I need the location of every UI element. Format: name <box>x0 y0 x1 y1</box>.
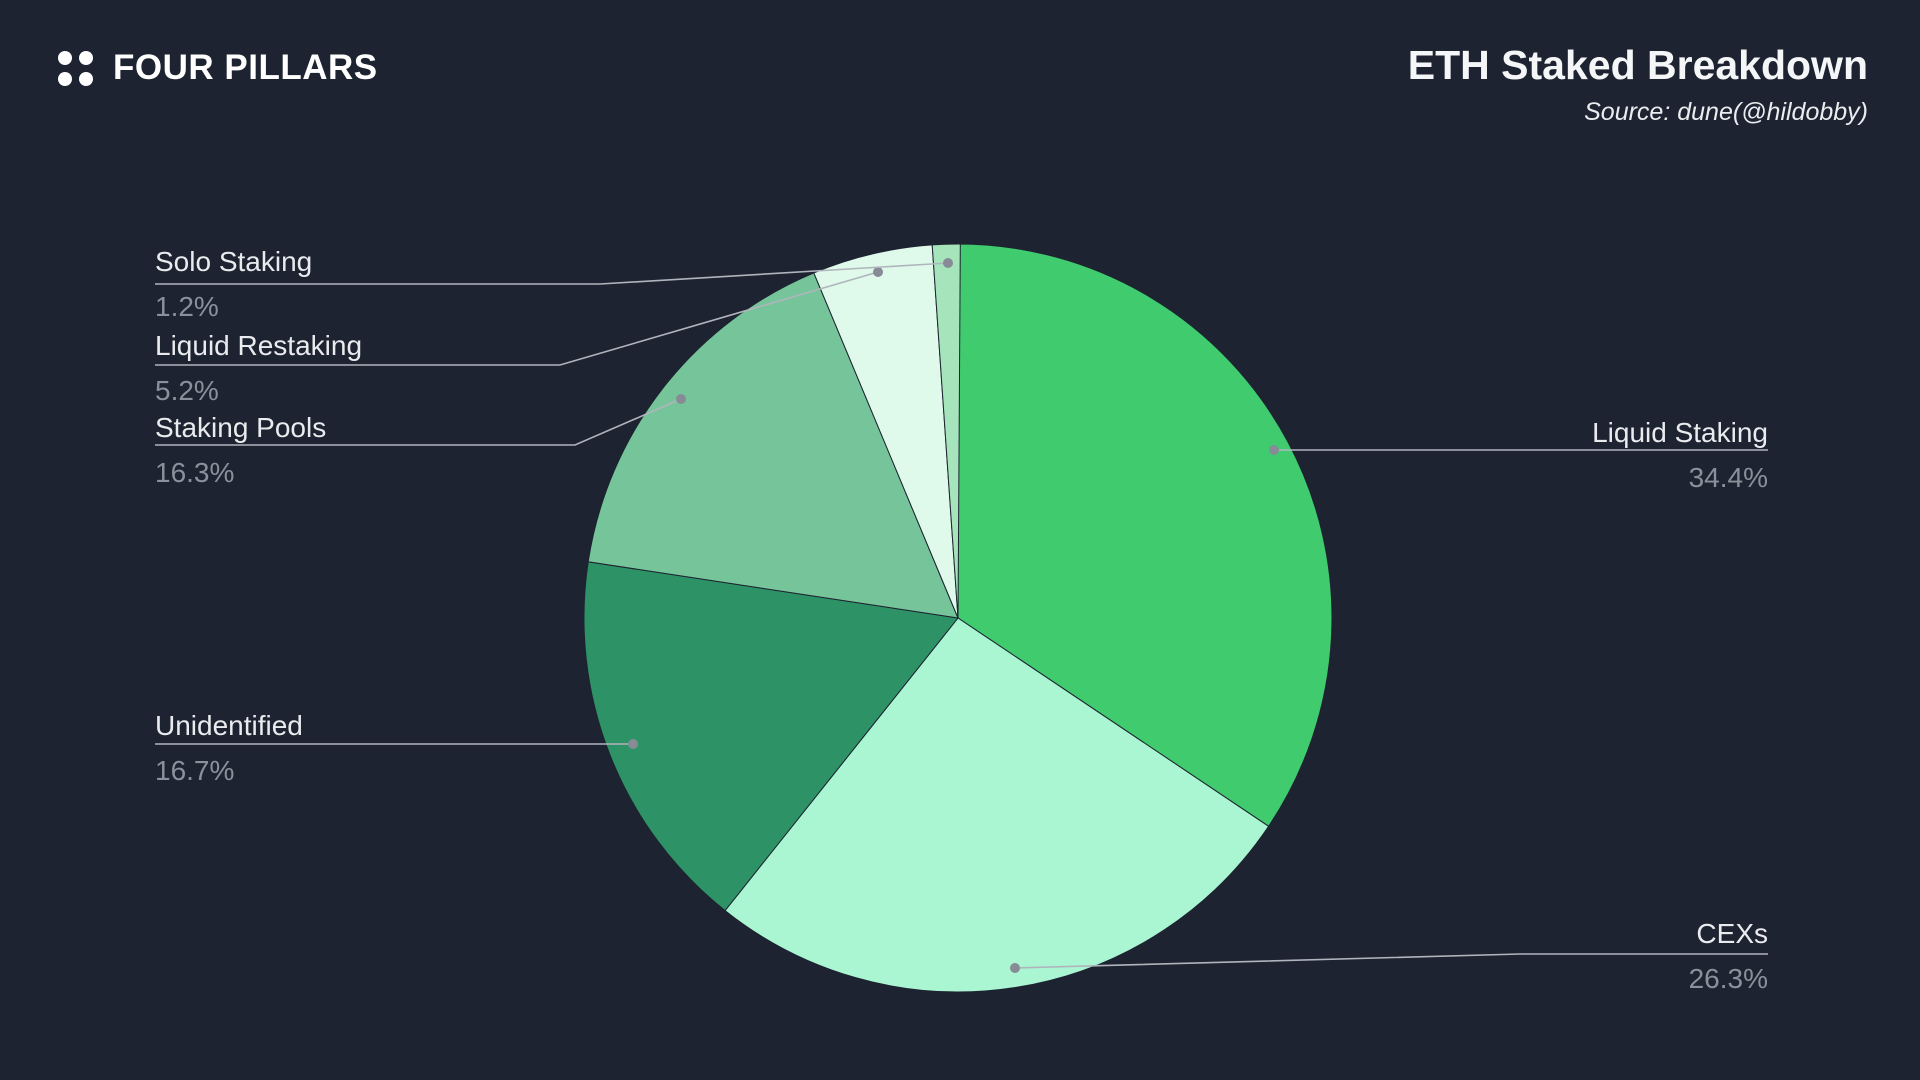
pie-label-liquid-restaking: Liquid Restaking <box>155 330 363 361</box>
pie-percent-cexs: 26.3% <box>1688 963 1768 994</box>
pie-slice-unidentified[interactable] <box>583 561 959 912</box>
leader-line-liquid-restaking <box>155 271 879 366</box>
leader-line-solo-staking <box>155 262 949 285</box>
pie-percent-liquid-staking: 34.4% <box>1688 462 1768 493</box>
pie-label-cexs: CEXs <box>1696 918 1768 949</box>
pie-percent-unidentified: 16.7% <box>155 755 235 786</box>
pie-label-liquid-staking: Liquid Staking <box>1592 417 1768 448</box>
pie-label-unidentified: Unidentified <box>155 710 303 741</box>
leader-dot-unidentified <box>628 739 638 749</box>
leader-dot-solo-staking <box>943 258 953 268</box>
pie-label-solo-staking: Solo Staking <box>155 246 313 277</box>
brand-name: FOUR PILLARS <box>113 48 378 87</box>
pie-slice-staking-pools[interactable] <box>587 272 959 619</box>
pie-percent-liquid-restaking: 5.2% <box>155 375 219 406</box>
brand-logo: FOUR PILLARS <box>58 48 378 88</box>
pie-slice-liquid-staking[interactable] <box>957 243 1333 827</box>
pie-label-staking-pools: Staking Pools <box>155 412 327 443</box>
leader-line-staking-pools <box>155 398 682 446</box>
leader-dot-cexs <box>1010 963 1020 973</box>
title-block: ETH Staked Breakdown Source: dune(@hildo… <box>1408 42 1868 127</box>
four-pillars-logo-icon <box>58 50 93 86</box>
source-credit: Source: dune(@hildobby) <box>1584 98 1868 126</box>
leader-dot-liquid-restaking <box>873 267 883 277</box>
leader-line-cexs <box>1014 953 1768 969</box>
pie-percent-staking-pools: 16.3% <box>155 457 235 488</box>
pie-percent-solo-staking: 1.2% <box>155 291 219 322</box>
leader-dot-staking-pools <box>676 394 686 404</box>
pie-slice-cexs[interactable] <box>724 617 1270 993</box>
leader-dot-liquid-staking <box>1269 445 1279 455</box>
pie-slice-solo-staking[interactable] <box>931 243 961 619</box>
chart-title: ETH Staked Breakdown <box>1407 42 1868 88</box>
